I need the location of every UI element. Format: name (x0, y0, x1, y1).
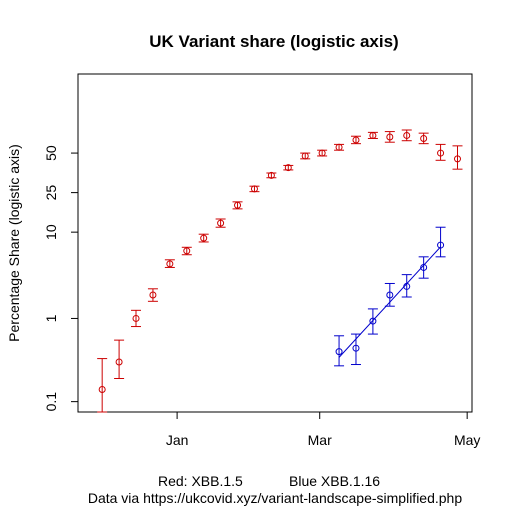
data-point (250, 185, 258, 193)
data-point (453, 155, 461, 163)
y-tick-label: 1 (43, 314, 59, 322)
data-point (437, 241, 445, 249)
data-point (403, 131, 411, 139)
data-point (166, 260, 174, 268)
data-point (318, 149, 326, 157)
variant-note-blue: Blue XBB.1.16 (289, 473, 380, 489)
x-tick-label: May (454, 432, 480, 448)
data-point (98, 386, 106, 394)
x-tick-label: Jan (166, 432, 189, 448)
data-point (335, 348, 343, 356)
series-0 (97, 129, 463, 413)
data-point (132, 314, 140, 322)
data-point (420, 134, 428, 142)
y-axis-label: Percentage Share (logistic axis) (6, 144, 22, 342)
data-point (284, 164, 292, 172)
data-point (115, 358, 123, 366)
data-point (183, 247, 191, 255)
y-tick-label: 25 (43, 185, 59, 201)
y-tick-label: 0.1 (43, 392, 59, 412)
data-point (369, 317, 377, 325)
data-point (352, 136, 360, 144)
x-tick-label: Mar (308, 432, 332, 448)
data-point (217, 219, 225, 227)
data-point (200, 234, 208, 242)
variant-note-red: Red: XBB.1.5 (158, 473, 243, 489)
data-point (437, 149, 445, 157)
chart-title: UK Variant share (logistic axis) (149, 32, 398, 51)
series-1 (334, 226, 446, 367)
data-point (403, 282, 411, 290)
data-point (234, 201, 242, 209)
data-point (335, 143, 343, 151)
data-point (369, 131, 377, 139)
data-point (386, 291, 394, 299)
data-point (301, 152, 309, 160)
data-source: Data via https://ukcovid.xyz/variant-lan… (88, 490, 463, 506)
y-tick-label: 50 (43, 145, 59, 161)
data-point (420, 263, 428, 271)
data-point (386, 133, 394, 141)
y-tick-label: 10 (43, 224, 59, 240)
data-point (352, 344, 360, 352)
data-point (149, 291, 157, 299)
plot-box (77, 73, 473, 413)
data-point (267, 171, 275, 179)
